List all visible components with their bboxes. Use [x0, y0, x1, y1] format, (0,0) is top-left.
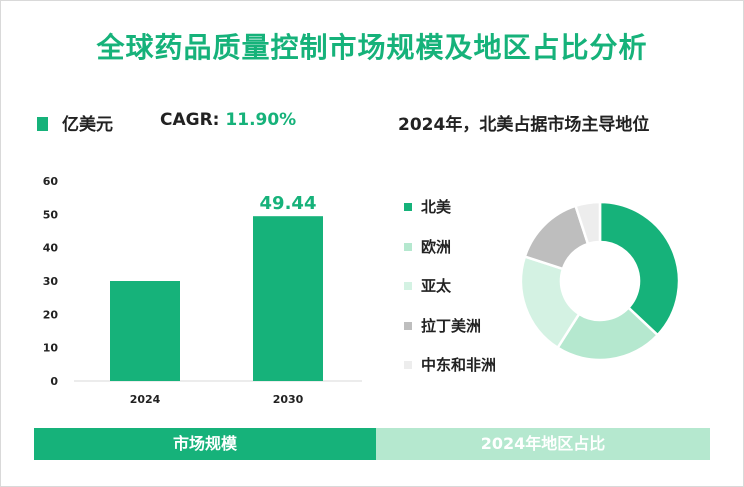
x-tick-label: 2030 — [273, 393, 304, 406]
pie-legend-swatch — [404, 242, 412, 251]
y-tick-label: 50 — [43, 208, 59, 221]
y-tick-label: 60 — [43, 175, 59, 188]
y-tick-label: 0 — [50, 375, 58, 388]
footer-market-size: 市场规模 — [34, 428, 376, 460]
pie-legend-label: 拉丁美洲 — [421, 316, 482, 335]
pie-legend-item: 北美 — [404, 196, 496, 236]
pie-legend-swatch — [404, 321, 412, 330]
y-tick-label: 10 — [43, 342, 59, 355]
donut-slice-1 — [598, 200, 681, 337]
pie-legend-label: 北美 — [421, 198, 452, 216]
bar-legend: 亿美元 — [37, 110, 113, 135]
bar-2030 — [253, 216, 323, 381]
donut-chart — [519, 200, 681, 362]
pie-legend-item: 欧洲 — [404, 236, 496, 276]
pie-legend-swatch — [404, 203, 412, 211]
donut-slice-5 — [574, 200, 602, 246]
chart-title: 全球药品质量控制市场规模及地区占比分析 — [96, 31, 648, 64]
pie-legend-swatch — [404, 282, 412, 290]
pie-legend-label: 欧洲 — [421, 237, 452, 256]
cagr-text: CAGR: — [160, 110, 220, 130]
pie-legend-item: 中东和非洲 — [404, 354, 496, 394]
pie-legend: 北美欧洲亚太拉丁美洲中东和非洲 — [404, 196, 496, 394]
pie-legend-label: 中东和非洲 — [421, 356, 497, 374]
bar-legend-label: 亿美元 — [62, 115, 113, 135]
pie-legend-item: 拉丁美洲 — [404, 315, 496, 355]
data-label-2030: 49.44 — [260, 193, 317, 214]
y-tick-label: 20 — [43, 308, 59, 321]
pie-legend-swatch — [404, 361, 412, 369]
pie-legend-item: 亚太 — [404, 275, 496, 315]
bar-2024 — [110, 281, 180, 381]
y-tick-label: 40 — [43, 242, 59, 255]
cagr-label: CAGR: 11.90% — [160, 110, 296, 130]
bar-legend-swatch — [37, 117, 48, 131]
donut-slice-3 — [519, 255, 581, 350]
y-tick-label: 30 — [43, 275, 59, 288]
cagr-value: 11.90% — [225, 110, 297, 130]
footer-region-share: 2024年地区占比 — [376, 428, 710, 460]
pie-chart-title: 2024年，北美占据市场主导地位 — [398, 115, 650, 135]
pie-legend-label: 亚太 — [421, 277, 452, 295]
x-tick-label: 2024 — [130, 393, 161, 406]
